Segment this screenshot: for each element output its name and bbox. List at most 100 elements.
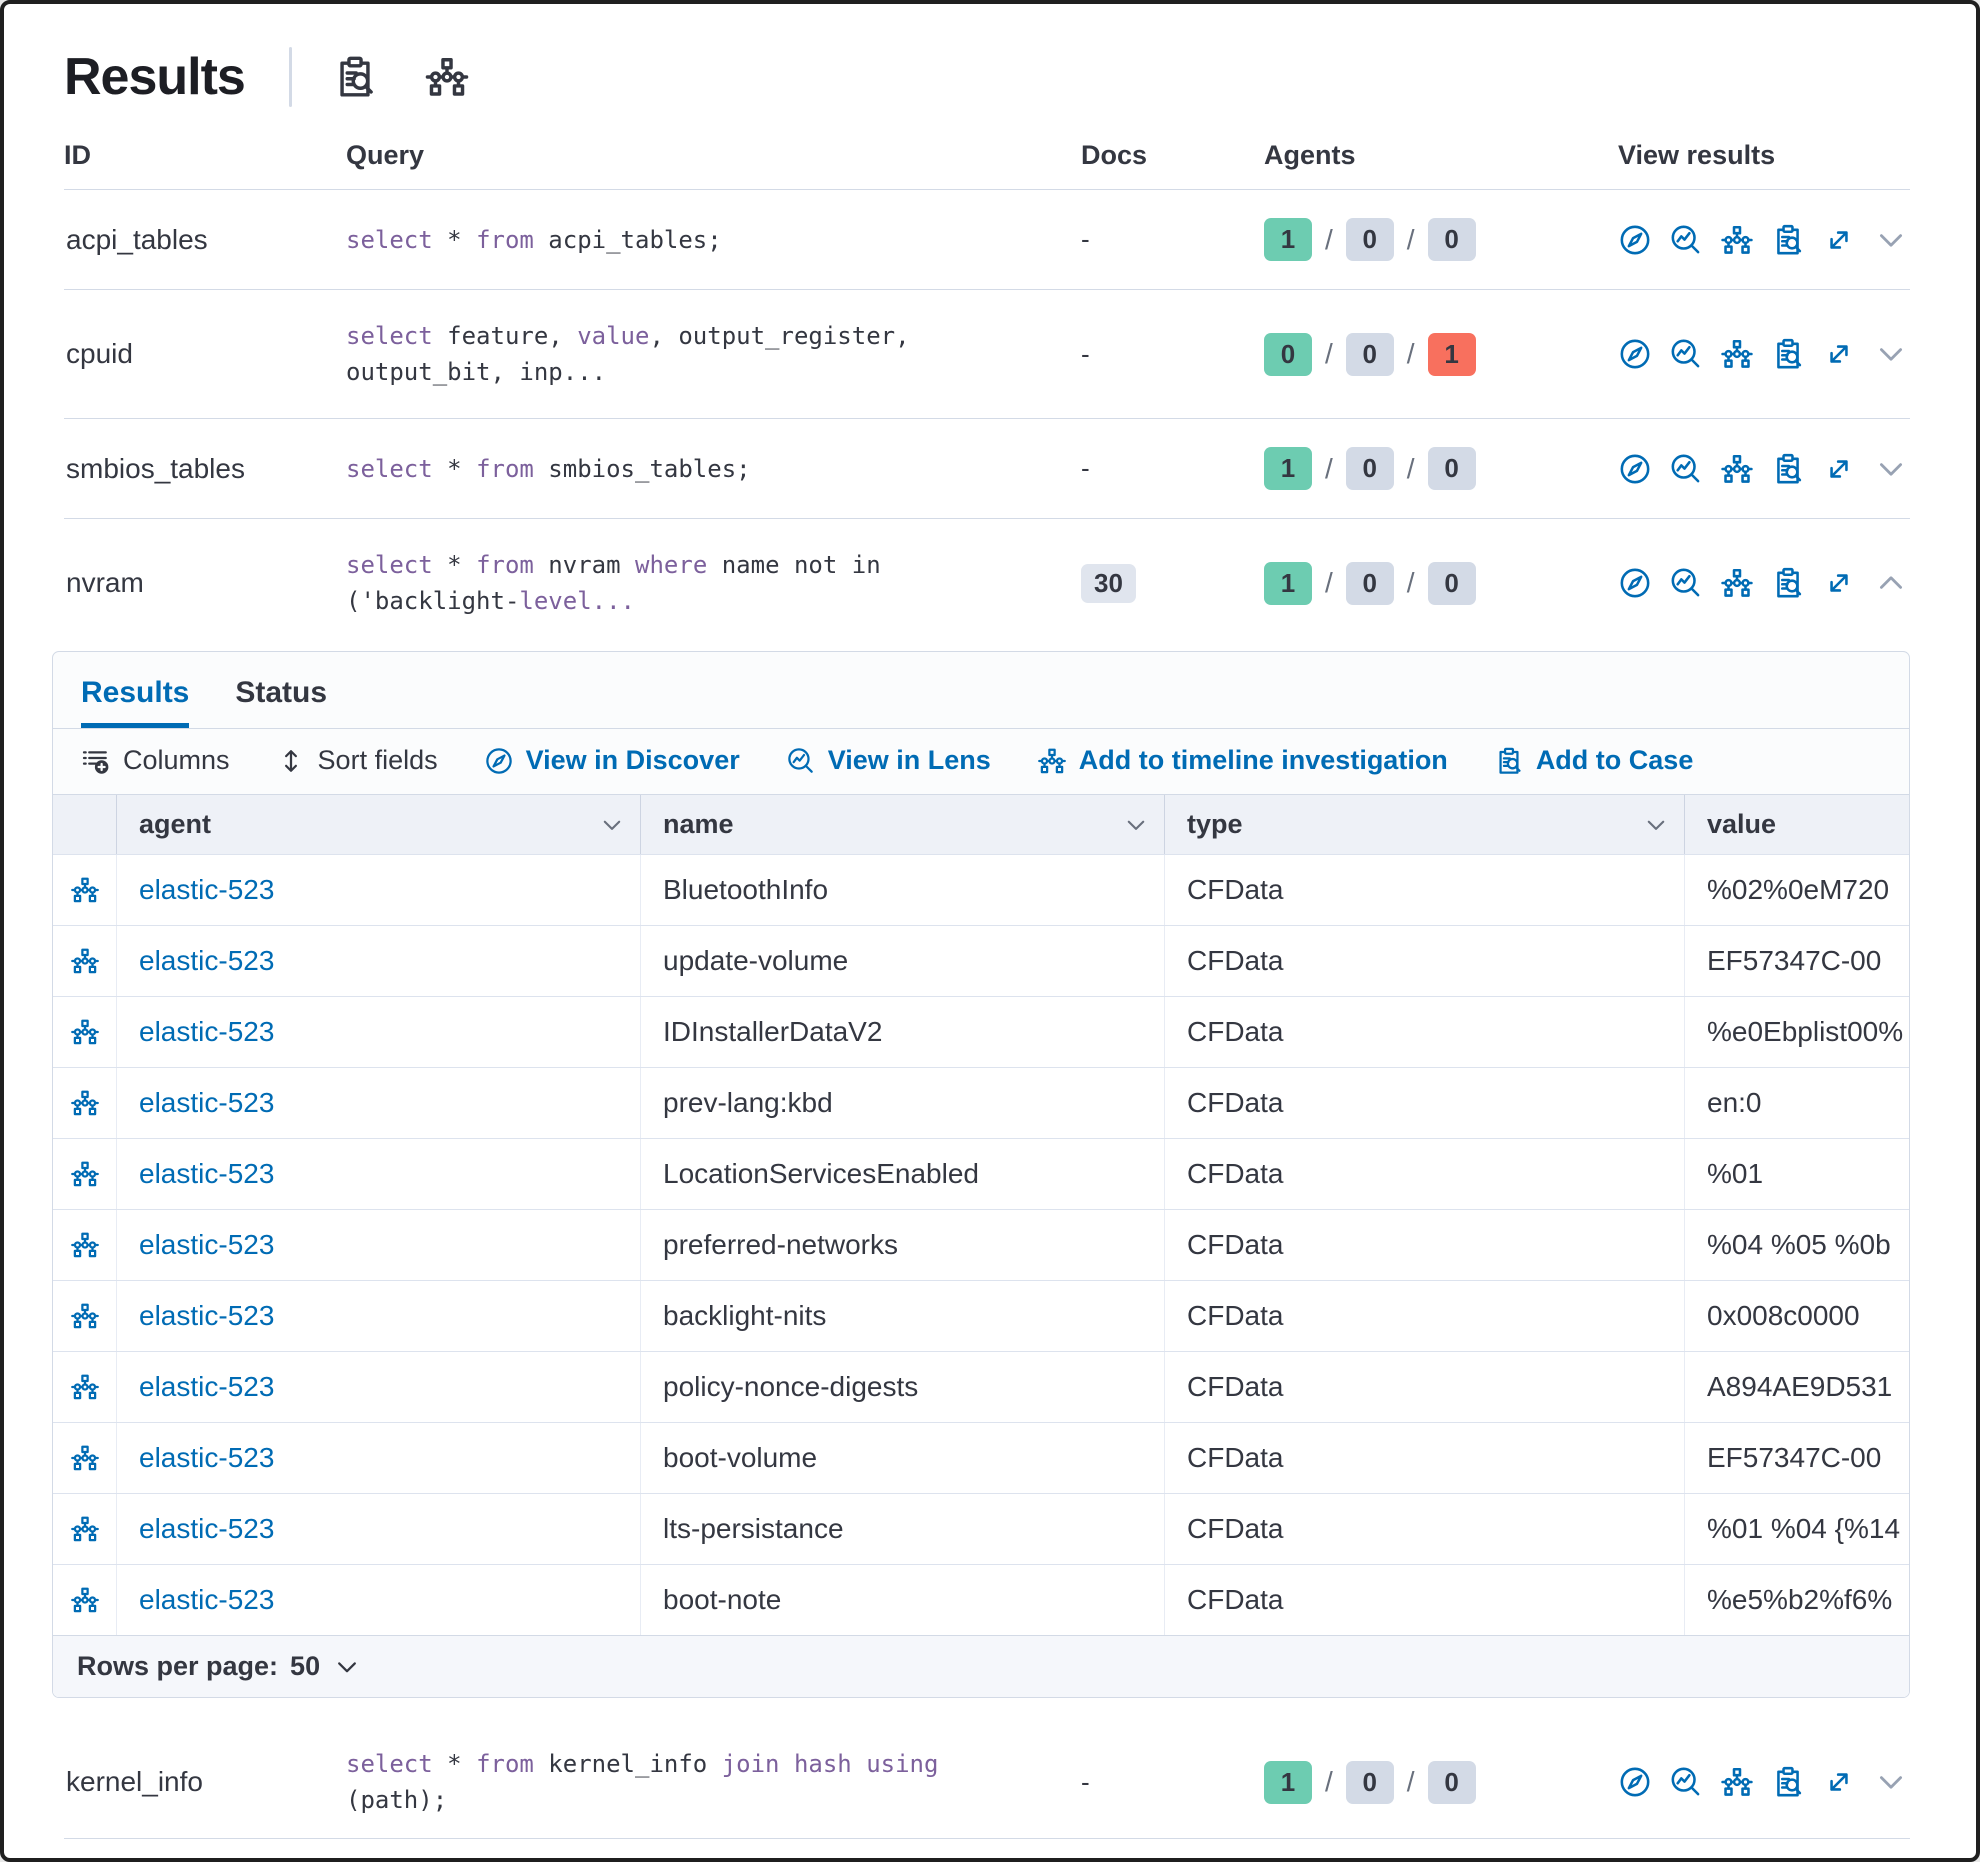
row-timeline-icon[interactable] bbox=[53, 1352, 117, 1422]
add-to-case-icon[interactable] bbox=[1771, 566, 1805, 600]
row-timeline-icon[interactable] bbox=[53, 997, 117, 1067]
view-in-discover-icon[interactable] bbox=[1618, 223, 1652, 257]
cell-name: LocationServicesEnabled bbox=[641, 1139, 1165, 1209]
add-to-timeline-icon[interactable] bbox=[1720, 566, 1754, 600]
row-timeline-icon[interactable] bbox=[53, 926, 117, 996]
agent-link[interactable]: elastic-523 bbox=[139, 874, 275, 905]
cell-value: %01 bbox=[1707, 1158, 1764, 1189]
view-in-lens-icon[interactable] bbox=[1669, 1765, 1703, 1799]
agent-link[interactable]: elastic-523 bbox=[139, 1371, 275, 1402]
cell-value: %e5%b2%f6% bbox=[1707, 1584, 1893, 1615]
cell-type: CFData bbox=[1165, 997, 1685, 1067]
add-to-timeline-icon[interactable] bbox=[1720, 223, 1754, 257]
rows-per-page-control[interactable]: Rows per page: 50 bbox=[53, 1635, 1909, 1697]
sql-text: * bbox=[432, 454, 477, 483]
add-to-case-button[interactable]: Add to Case bbox=[1494, 745, 1693, 776]
agent-link[interactable]: elastic-523 bbox=[139, 1442, 275, 1473]
view-in-discover-icon[interactable] bbox=[1618, 337, 1652, 371]
row-timeline-icon[interactable] bbox=[53, 1494, 117, 1564]
toggle-row-chevron-icon[interactable] bbox=[1875, 453, 1907, 485]
column-header-name[interactable]: name bbox=[641, 795, 1165, 854]
column-header-value[interactable]: value bbox=[1685, 795, 1909, 854]
view-in-lens-icon[interactable] bbox=[1669, 566, 1703, 600]
toggle-row-chevron-icon[interactable] bbox=[1875, 338, 1907, 370]
add-to-timeline-icon[interactable] bbox=[1720, 452, 1754, 486]
table-row: elastic-523 BluetoothInfo CFData %02%0eM… bbox=[53, 854, 1909, 925]
column-sort-chevron-icon[interactable] bbox=[1124, 813, 1148, 837]
inspect-queries-icon[interactable] bbox=[332, 54, 378, 100]
agent-link[interactable]: elastic-523 bbox=[139, 1158, 275, 1189]
sql-keyword: select bbox=[346, 551, 433, 579]
column-header-view-results: View results bbox=[1618, 140, 1776, 170]
row-timeline-icon[interactable] bbox=[53, 1139, 117, 1209]
view-in-discover-icon[interactable] bbox=[1618, 566, 1652, 600]
view-results-actions bbox=[1618, 337, 1910, 371]
agents-badge-failed: 0 bbox=[1427, 218, 1476, 261]
add-to-case-icon[interactable] bbox=[1771, 1765, 1805, 1799]
add-to-timeline-icon[interactable] bbox=[1720, 1765, 1754, 1799]
view-in-lens-icon[interactable] bbox=[1669, 337, 1703, 371]
cell-name: policy-nonce-digests bbox=[641, 1352, 1165, 1422]
cell-type: CFData bbox=[1165, 1281, 1685, 1351]
agent-link[interactable]: elastic-523 bbox=[139, 1300, 275, 1331]
row-timeline-icon[interactable] bbox=[53, 855, 117, 925]
expand-row-icon[interactable] bbox=[1822, 223, 1856, 257]
cell-value: %e0Ebplist00% bbox=[1707, 1016, 1904, 1047]
expand-row-icon[interactable] bbox=[1822, 452, 1856, 486]
sql-text: nvram bbox=[533, 551, 636, 579]
row-timeline-icon[interactable] bbox=[53, 1281, 117, 1351]
rows-per-page-value: 50 bbox=[290, 1651, 321, 1681]
row-timeline-icon[interactable] bbox=[53, 1210, 117, 1280]
add-to-case-icon[interactable] bbox=[1771, 337, 1805, 371]
row-timeline-icon[interactable] bbox=[53, 1565, 117, 1635]
column-label: agent bbox=[139, 809, 212, 839]
row-timeline-icon[interactable] bbox=[53, 1068, 117, 1138]
add-to-case-icon[interactable] bbox=[1771, 223, 1805, 257]
docs-count: - bbox=[1081, 224, 1090, 254]
add-to-case-icon[interactable] bbox=[1771, 452, 1805, 486]
columns-button[interactable]: Columns bbox=[81, 745, 230, 776]
toggle-row-chevron-icon[interactable] bbox=[1875, 224, 1907, 256]
column-header-id: ID bbox=[64, 140, 91, 170]
expand-row-icon[interactable] bbox=[1822, 337, 1856, 371]
column-header-agent[interactable]: agent bbox=[117, 795, 641, 854]
column-sort-chevron-icon[interactable] bbox=[1644, 813, 1668, 837]
column-header-row-actions bbox=[53, 795, 117, 854]
agent-link[interactable]: elastic-523 bbox=[139, 1229, 275, 1260]
agents-badge-pending: 0 bbox=[1345, 218, 1394, 261]
expand-row-icon[interactable] bbox=[1822, 1765, 1856, 1799]
agent-link[interactable]: elastic-523 bbox=[139, 1584, 275, 1615]
timeline-view-icon[interactable] bbox=[424, 54, 470, 100]
agents-status: 0 / 0 / 1 bbox=[1264, 332, 1618, 376]
agents-badge-success: 1 bbox=[1264, 1760, 1312, 1804]
add-to-timeline-investigation-button[interactable]: Add to timeline investigation bbox=[1037, 745, 1448, 776]
cell-value: %04 %05 %0b bbox=[1707, 1229, 1891, 1260]
agent-link[interactable]: elastic-523 bbox=[139, 1087, 275, 1118]
agent-link[interactable]: elastic-523 bbox=[139, 945, 275, 976]
column-header-type[interactable]: type bbox=[1165, 795, 1685, 854]
view-in-discover-icon[interactable] bbox=[1618, 1765, 1652, 1799]
agents-badge-failed: 0 bbox=[1427, 561, 1476, 605]
row-timeline-icon[interactable] bbox=[53, 1423, 117, 1493]
sort-fields-button[interactable]: Sort fields bbox=[276, 745, 438, 776]
tab-status[interactable]: Status bbox=[235, 676, 328, 709]
view-results-actions bbox=[1618, 1765, 1910, 1799]
page-content: Results ID Query Docs Agents View result… bbox=[4, 4, 1976, 1858]
view-in-discover-icon[interactable] bbox=[1618, 452, 1652, 486]
view-in-discover-button[interactable]: View in Discover bbox=[484, 745, 740, 776]
inspect-icon bbox=[1494, 746, 1524, 776]
view-in-lens-icon[interactable] bbox=[1669, 452, 1703, 486]
toggle-row-chevron-icon[interactable] bbox=[1875, 1766, 1907, 1798]
cell-type: CFData bbox=[1165, 1352, 1685, 1422]
tab-results[interactable]: Results bbox=[81, 676, 189, 728]
view-in-lens-button[interactable]: View in Lens bbox=[786, 745, 991, 776]
toggle-row-chevron-icon[interactable] bbox=[1875, 567, 1907, 599]
expand-row-icon[interactable] bbox=[1822, 566, 1856, 600]
agent-link[interactable]: elastic-523 bbox=[139, 1513, 275, 1544]
view-in-lens-icon[interactable] bbox=[1669, 223, 1703, 257]
agent-link[interactable]: elastic-523 bbox=[139, 1016, 275, 1047]
toolbar-label: Columns bbox=[123, 745, 230, 775]
column-header-docs: Docs bbox=[1081, 140, 1148, 170]
column-sort-chevron-icon[interactable] bbox=[600, 813, 624, 837]
add-to-timeline-icon[interactable] bbox=[1720, 337, 1754, 371]
